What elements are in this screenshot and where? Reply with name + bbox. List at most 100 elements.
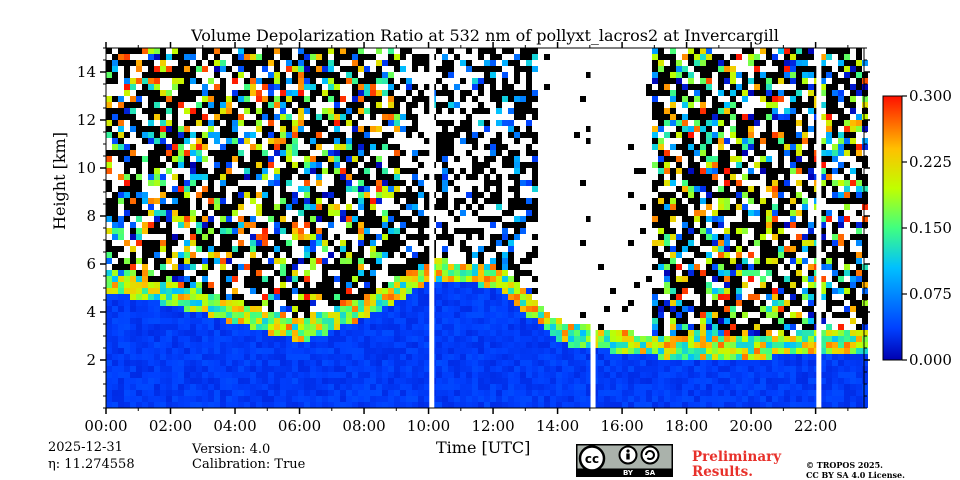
heatmap-cell: [346, 66, 352, 72]
heatmap-cell: [628, 192, 634, 198]
heatmap-cell: [124, 186, 130, 192]
heatmap-cell: [772, 72, 778, 78]
heatmap-cell: [532, 324, 538, 330]
heatmap-cell: [202, 276, 208, 282]
heatmap-cell: [382, 396, 388, 402]
heatmap-cell: [172, 120, 178, 126]
heatmap-cell: [262, 324, 268, 330]
heatmap-cell: [352, 354, 358, 360]
heatmap-cell: [238, 402, 244, 408]
heatmap-cell: [418, 360, 424, 366]
heatmap-cell: [154, 348, 160, 354]
heatmap-cell: [178, 360, 184, 366]
heatmap-cell: [214, 198, 220, 204]
heatmap-cell: [724, 102, 730, 108]
heatmap-cell: [604, 396, 610, 402]
heatmap-cell: [124, 294, 130, 300]
heatmap-cell: [472, 378, 478, 384]
heatmap-cell: [202, 120, 208, 126]
heatmap-cell: [184, 342, 190, 348]
heatmap-cell: [298, 198, 304, 204]
heatmap-cell: [112, 372, 118, 378]
heatmap-cell: [358, 66, 364, 72]
heatmap-cell: [196, 60, 202, 66]
heatmap-cell: [130, 60, 136, 66]
heatmap-cell: [268, 246, 274, 252]
heatmap-cell: [688, 96, 694, 102]
heatmap-cell: [442, 354, 448, 360]
heatmap-cell: [208, 186, 214, 192]
heatmap-cell: [160, 72, 166, 78]
heatmap-cell: [562, 342, 568, 348]
heatmap-cell: [460, 396, 466, 402]
heatmap-cell: [676, 294, 682, 300]
heatmap-cell: [250, 144, 256, 150]
heatmap-cell: [526, 102, 532, 108]
heatmap-cell: [334, 336, 340, 342]
heatmap-cell: [268, 318, 274, 324]
heatmap-cell: [364, 210, 370, 216]
heatmap-cell: [484, 336, 490, 342]
heatmap-cell: [634, 336, 640, 342]
heatmap-cell: [118, 198, 124, 204]
heatmap-cell: [664, 264, 670, 270]
heatmap-cell: [406, 132, 412, 138]
heatmap-cell: [196, 234, 202, 240]
heatmap-cell: [316, 402, 322, 408]
heatmap-cell: [514, 270, 520, 276]
heatmap-cell: [352, 90, 358, 96]
heatmap-cell: [718, 222, 724, 228]
heatmap-cell: [280, 192, 286, 198]
heatmap-cell: [232, 192, 238, 198]
heatmap-cell: [784, 300, 790, 306]
heatmap-cell: [472, 66, 478, 72]
heatmap-cell: [778, 276, 784, 282]
heatmap-cell: [232, 180, 238, 186]
heatmap-cell: [394, 180, 400, 186]
heatmap-cell: [760, 246, 766, 252]
heatmap-cell: [256, 276, 262, 282]
heatmap-cell: [742, 216, 748, 222]
heatmap-cell: [502, 306, 508, 312]
heatmap-cell: [436, 276, 442, 282]
heatmap-cell: [406, 48, 412, 54]
heatmap-cell: [370, 264, 376, 270]
heatmap-cell: [388, 294, 394, 300]
heatmap-cell: [778, 306, 784, 312]
heatmap-cell: [226, 174, 232, 180]
heatmap-cell: [496, 312, 502, 318]
heatmap-cell: [718, 162, 724, 168]
heatmap-cell: [310, 348, 316, 354]
heatmap-cell: [124, 270, 130, 276]
heatmap-cell: [484, 78, 490, 84]
heatmap-cell: [664, 210, 670, 216]
heatmap-cell: [130, 234, 136, 240]
heatmap-cell: [196, 240, 202, 246]
heatmap-cell: [796, 246, 802, 252]
heatmap-cell: [490, 216, 496, 222]
heatmap-cell: [754, 306, 760, 312]
heatmap-cell: [376, 138, 382, 144]
heatmap-cell: [274, 270, 280, 276]
heatmap-cell: [640, 378, 646, 384]
heatmap-cell: [346, 54, 352, 60]
heatmap-cell: [658, 288, 664, 294]
heatmap-cell: [790, 162, 796, 168]
heatmap-cell: [292, 264, 298, 270]
heatmap-cell: [166, 228, 172, 234]
heatmap-cell: [202, 210, 208, 216]
heatmap-cell: [454, 174, 460, 180]
heatmap-cell: [784, 390, 790, 396]
heatmap-cell: [754, 342, 760, 348]
heatmap-cell: [634, 372, 640, 378]
heatmap-cell: [526, 336, 532, 342]
heatmap-cell: [400, 300, 406, 306]
heatmap-cell: [304, 342, 310, 348]
heatmap-cell: [166, 102, 172, 108]
heatmap-cell: [448, 270, 454, 276]
heatmap-cell: [598, 324, 604, 330]
heatmap-cell: [262, 126, 268, 132]
heatmap-cell: [460, 240, 466, 246]
heatmap-cell: [796, 342, 802, 348]
heatmap-cell: [322, 126, 328, 132]
